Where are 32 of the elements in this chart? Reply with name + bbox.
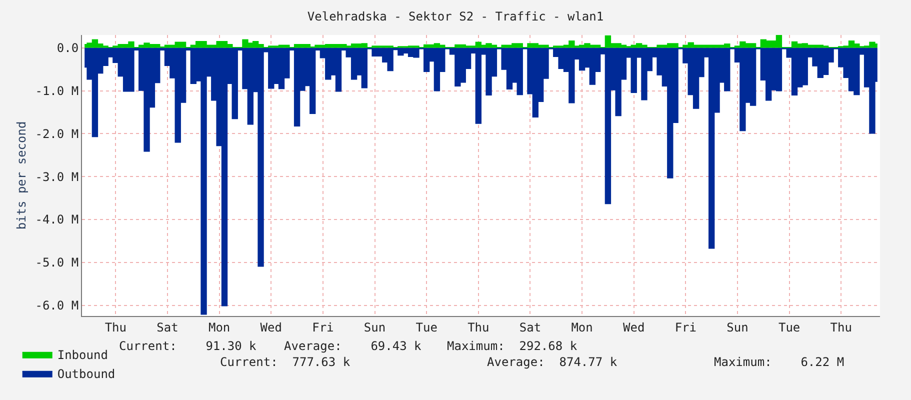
x-tick-label: Sun [364,320,386,334]
x-tick-label: Thu [468,320,490,334]
x-tick-label: Fri [312,320,334,334]
x-tick-label: Mon [208,320,230,334]
y-tick-label: -3.0 M [35,170,79,184]
y-tick-label: -4.0 M [35,212,79,227]
x-tick-label: Tue [416,320,438,334]
x-tick-label: Tue [778,320,800,334]
x-tick-label: Sat [519,320,542,334]
text: Average: 69.43 k [284,339,422,353]
legend-label: Inbound [57,348,108,362]
x-tick-label: Sat [156,320,178,334]
x-tick-label: Thu [830,320,852,334]
y-tick-label: 0.0 [56,41,79,56]
y-tick-label: -6.0 M [35,298,79,312]
x-tick-label: Wed [623,320,645,334]
y-tick-label: -2.0 M [35,126,79,141]
y-tick-label: -1.0 M [35,84,79,98]
text: Current: 91.30 k [119,339,258,353]
y-tick-label: -5.0 M [35,256,79,270]
x-tick-label: Wed [260,320,282,334]
text: Maximum: 6.22 M [714,355,844,369]
chart-title: Velehradska - Sektor S2 - Traffic - wlan1 [307,9,604,24]
x-tick-label: Mon [571,320,593,334]
x-tick-label: Sun [726,320,748,334]
y-axis-title: bits per second [14,121,29,230]
text: Current: 777.63 k [220,355,351,369]
text: Average: 874.77 k [487,355,618,369]
text: Maximum: 292.68 k [447,339,578,353]
x-tick-label: Thu [104,320,127,334]
legend-label: Outbound [57,367,116,382]
x-tick-label: Fri [674,320,697,334]
